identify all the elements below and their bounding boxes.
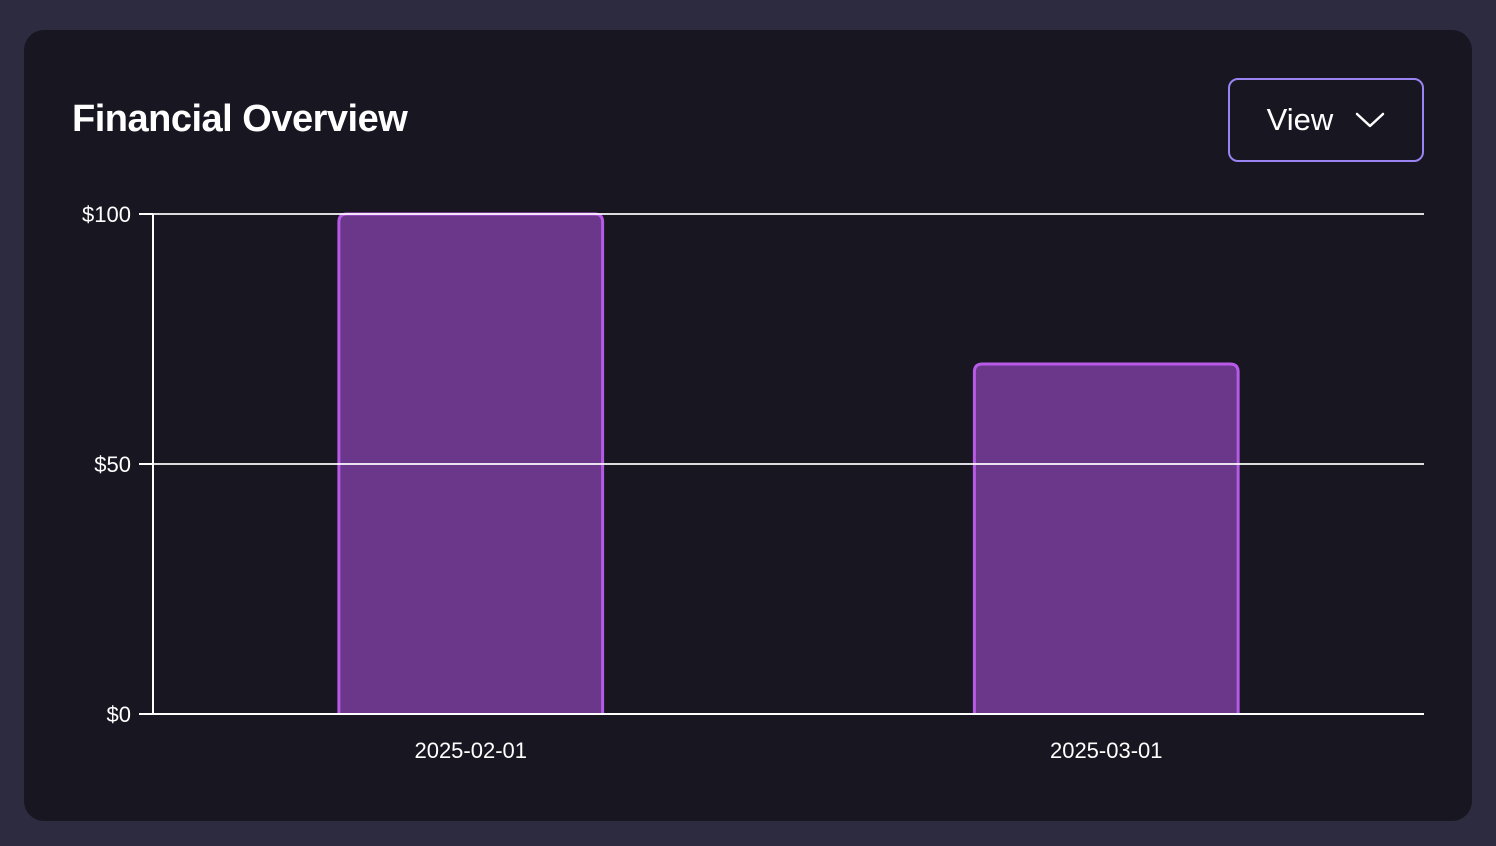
chevron-down-icon bbox=[1355, 111, 1385, 129]
card-title: Financial Overview bbox=[72, 98, 408, 140]
axes bbox=[139, 213, 1424, 715]
bar-2025-03-01 bbox=[972, 362, 1240, 714]
x-tick-label: 2025-02-01 bbox=[414, 738, 527, 763]
y-tick-label: $100 bbox=[82, 202, 131, 227]
view-button-label: View bbox=[1266, 102, 1334, 137]
x-tick-label: 2025-03-01 bbox=[1050, 738, 1163, 763]
y-tick-label: $50 bbox=[94, 452, 131, 477]
tick-labels: 2025-02-01 2025-03-01 $0 $50 $100 bbox=[82, 202, 1162, 763]
y-tick-label: $0 bbox=[107, 702, 131, 727]
view-dropdown-button[interactable]: View bbox=[1228, 78, 1424, 162]
